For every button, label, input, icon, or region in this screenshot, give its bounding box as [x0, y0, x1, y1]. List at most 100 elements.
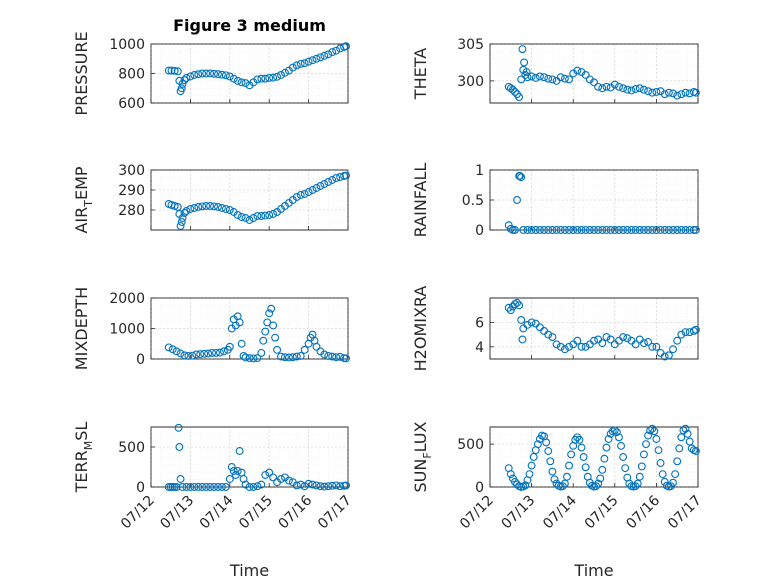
data-point	[656, 459, 665, 467]
data-point	[168, 345, 177, 354]
data-point	[648, 226, 657, 234]
data-point	[308, 186, 317, 194]
data-point	[664, 88, 673, 97]
x-axis-label: Time	[573, 561, 613, 580]
data-point	[548, 226, 557, 234]
data-point	[664, 226, 673, 234]
data-point	[544, 226, 553, 234]
data-point	[237, 78, 246, 87]
data-point	[225, 475, 234, 483]
data-point	[635, 226, 644, 234]
data-point	[235, 447, 244, 455]
data-point	[277, 475, 285, 483]
data-point	[571, 435, 580, 444]
data-point	[328, 48, 337, 57]
y-tick-label: 2000	[109, 291, 145, 307]
data-point	[602, 333, 611, 341]
data-point	[573, 336, 582, 345]
data-point	[610, 80, 619, 89]
data-point	[619, 333, 628, 341]
data-point	[304, 479, 313, 488]
data-point	[221, 205, 230, 213]
data-point	[233, 76, 242, 85]
data-point	[598, 465, 607, 474]
data-point	[602, 82, 611, 91]
data-point	[332, 481, 341, 490]
data-point	[548, 467, 557, 476]
data-point	[648, 88, 657, 97]
data-point	[184, 352, 193, 360]
data-point	[265, 309, 274, 318]
data-point	[683, 429, 692, 438]
y-tick-label: 500	[118, 440, 145, 456]
data-point	[200, 349, 209, 358]
data-point	[219, 347, 228, 356]
data-point	[217, 483, 226, 491]
data-point	[594, 226, 603, 234]
data-point	[235, 318, 244, 327]
data-point	[267, 304, 276, 313]
data-point	[669, 345, 677, 354]
data-point	[271, 333, 280, 342]
data-point	[635, 84, 644, 93]
data-point	[585, 226, 594, 234]
data-point	[517, 173, 526, 182]
data-point	[210, 483, 218, 491]
data-point	[245, 354, 254, 363]
data-point	[633, 479, 642, 488]
data-point	[560, 345, 569, 354]
data-point	[531, 73, 540, 82]
data-point	[257, 212, 266, 220]
data-point	[188, 351, 197, 360]
data-point	[316, 482, 325, 491]
y-axis-label: THETA	[411, 48, 430, 100]
data-point	[328, 176, 337, 184]
data-point	[257, 480, 266, 489]
data-point	[265, 73, 274, 82]
data-point	[296, 191, 305, 199]
data-point	[560, 226, 569, 234]
data-point	[635, 472, 644, 481]
data-point	[229, 74, 238, 83]
data-point	[556, 342, 565, 351]
data-point	[265, 211, 274, 219]
data-point	[573, 226, 582, 234]
data-point	[164, 66, 173, 75]
data-point	[296, 480, 305, 489]
data-point	[644, 87, 653, 96]
data-point	[221, 71, 230, 80]
data-point	[292, 61, 301, 70]
data-point	[689, 326, 698, 335]
data-point	[308, 56, 317, 65]
data-point	[233, 467, 242, 475]
data-point	[619, 226, 628, 234]
data-point	[648, 424, 657, 433]
data-point	[515, 301, 524, 310]
data-point	[639, 339, 648, 348]
data-point	[544, 74, 553, 83]
data-point	[527, 461, 536, 470]
data-point	[631, 85, 640, 93]
data-point	[544, 330, 553, 339]
data-point	[623, 334, 632, 343]
data-point	[577, 226, 586, 234]
data-point	[320, 482, 329, 491]
data-point	[687, 444, 696, 453]
data-point	[284, 353, 293, 362]
data-point	[560, 74, 569, 83]
subplot-mixdepth: 0 1000 2000 MIXDEPTH	[72, 287, 350, 370]
data-point	[573, 66, 582, 75]
data-point	[324, 482, 333, 491]
data-point	[300, 190, 309, 198]
data-point	[261, 74, 270, 83]
data-point	[627, 226, 636, 234]
y-tick-label: 300	[457, 74, 484, 90]
data-point	[658, 470, 667, 479]
data-point	[669, 89, 677, 98]
data-point	[342, 42, 350, 51]
data-point	[206, 483, 215, 491]
data-point	[681, 226, 690, 234]
data-point	[639, 450, 648, 459]
data-point	[210, 202, 218, 211]
